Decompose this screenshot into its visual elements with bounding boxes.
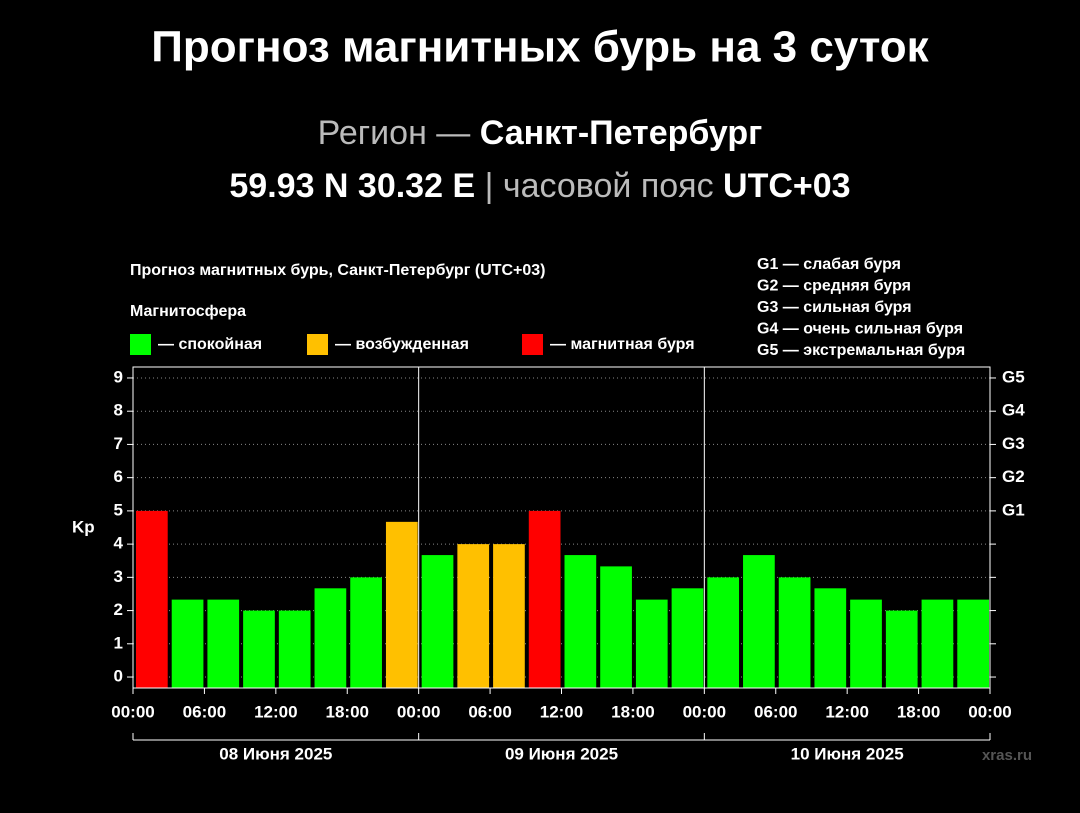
y-tick-label: 3 [114,567,123,586]
bar [671,588,704,688]
y-axis-label: Kp [72,517,95,536]
y2-tick-label: G2 [1002,467,1025,486]
bar [600,566,632,688]
y-tick-label: 5 [114,500,123,519]
legend-swatch [307,334,328,355]
bar [314,588,347,688]
g-legend-item: G5 — экстремальная буря [757,342,965,359]
y-tick-label: 7 [114,434,123,453]
coords: 59.93 N 30.32 E [229,167,475,205]
y-tick-label: 8 [114,401,123,420]
legend-label: — магнитная буря [550,336,695,353]
x-tick-label: 12:00 [254,702,297,721]
bar [350,577,382,688]
bar [635,599,668,688]
y-tick-label: 9 [114,367,123,386]
x-tick-label: 06:00 [754,702,797,721]
x-tick-label: 12:00 [825,702,868,721]
bar [493,544,525,688]
bar [243,610,275,688]
day-label: 08 Июня 2025 [219,744,332,763]
region-line: Регион — Санкт-Петербург [318,114,763,152]
watermark: xras.ru [982,747,1032,764]
x-tick-label: 06:00 [468,702,511,721]
legend-label: — спокойная [158,336,262,353]
x-tick-label: 00:00 [111,702,154,721]
x-tick-label: 00:00 [397,702,440,721]
bar [207,599,240,688]
legend-swatch [522,334,543,355]
coords-line: 59.93 N 30.32 E | часовой пояс UTC+03 [229,167,850,205]
y-tick-label: 2 [114,600,123,619]
x-tick-label: 00:00 [683,702,726,721]
y2-tick-label: G5 [1002,367,1025,386]
bar [850,599,882,688]
g-legend-item: G4 — очень сильная буря [757,321,963,338]
page-title: Прогноз магнитных бурь на 3 суток [151,23,929,72]
x-tick-label: 18:00 [611,702,654,721]
bar [278,610,311,688]
region: Санкт-Петербург [480,114,763,152]
legend-label: — возбужденная [335,336,469,353]
bar [385,521,418,688]
g-legend-item: G2 — средняя буря [757,278,911,295]
y2-tick-label: G3 [1002,434,1025,453]
x-tick-label: 18:00 [326,702,369,721]
y-tick-label: 0 [114,667,123,686]
region-label: Регион — [318,114,471,152]
x-tick-label: 12:00 [540,702,583,721]
y2-tick-label: G4 [1002,401,1025,420]
g-legend-item: G1 — слабая буря [757,256,901,273]
bar [421,555,454,688]
tz-label: часовой пояс [503,167,714,205]
bar [885,610,918,688]
y-tick-label: 1 [114,633,123,652]
chart-title: Прогноз магнитных бурь, Санкт-Петербург … [130,262,546,279]
y-tick-label: 4 [114,534,124,553]
bar [171,599,204,688]
bar [778,577,811,688]
day-label: 10 Июня 2025 [791,744,904,763]
y-tick-label: 6 [114,467,123,486]
bar [707,577,740,688]
bar [814,588,847,688]
day-label: 09 Июня 2025 [505,744,618,763]
x-tick-label: 00:00 [968,702,1011,721]
bar [564,555,597,688]
tz: UTC+03 [723,167,851,205]
y2-tick-label: G1 [1002,500,1025,519]
bar [528,510,561,688]
separator: | [485,167,494,205]
bar [957,599,989,688]
x-tick-label: 18:00 [897,702,940,721]
legend-swatch [130,334,151,355]
x-tick-label: 06:00 [183,702,226,721]
bar [457,544,490,688]
bar [136,510,168,688]
g-legend-item: G3 — сильная буря [757,299,912,316]
bar [921,599,954,688]
legend-title: Магнитосфера [130,303,246,320]
bar [743,555,775,688]
